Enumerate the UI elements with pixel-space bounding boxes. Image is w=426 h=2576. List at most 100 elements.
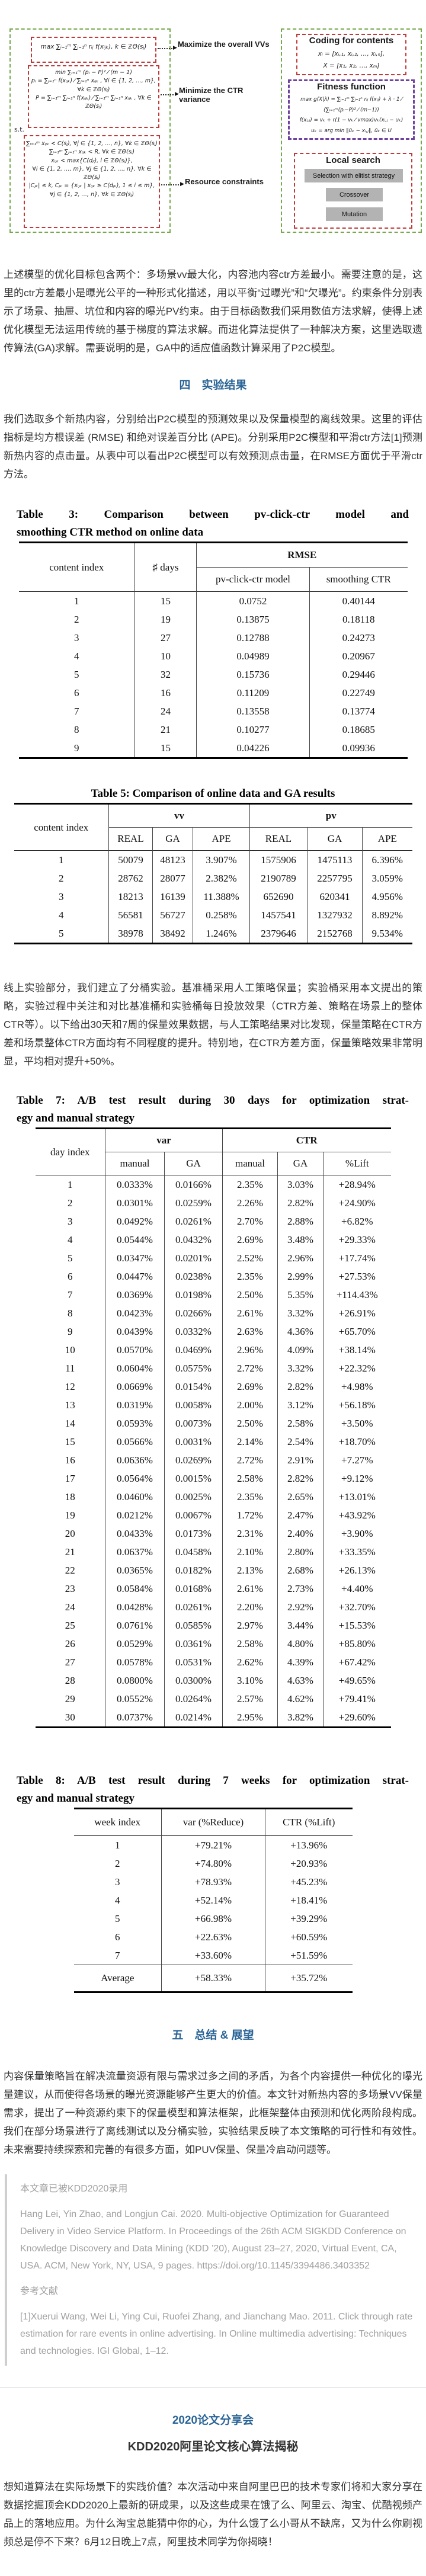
table-cell: +27.53% — [338, 1270, 376, 1282]
column-header: GA — [164, 1152, 223, 1175]
table-cell: 4 — [18, 647, 135, 665]
formula-line: min ∑ᵢ₌₁ᵐ (pᵢ − P)² ⁄ (m − 1) — [55, 69, 132, 76]
table-cell: +4.98% — [341, 1380, 373, 1392]
table-cell: 0.0058% — [164, 1396, 223, 1414]
table-cell: 0.0264% — [164, 1690, 223, 1708]
table-cell: 0.0073% — [164, 1414, 223, 1433]
table-cell: 0.0578% — [105, 1653, 165, 1671]
table-cell: 2.58% — [222, 1469, 278, 1488]
table-3: content index ♯ days RMSE pv-click-ctr m… — [18, 542, 408, 759]
table-row: 9 15 0.04226 0.09936 — [18, 739, 408, 758]
table-cell: 0.0361% — [164, 1635, 223, 1653]
table-cell: 0.09936 — [342, 742, 375, 754]
coding-title: Coding for contents — [309, 36, 394, 46]
table-cell: +7.27% — [341, 1454, 373, 1466]
table-cell: 0.0604% — [105, 1359, 165, 1377]
table-cell: 11 — [35, 1359, 105, 1377]
table-row: 21 0.0637% 0.0458% 2.10% 2.80% +33.35% — [35, 1543, 391, 1561]
table-cell: 0.18685 — [342, 723, 375, 735]
table-cell: 50079 — [108, 850, 153, 869]
table-cell: 2257795 — [307, 869, 363, 887]
table-cell: +28.94% — [323, 1175, 391, 1194]
column-header: day index — [35, 1128, 105, 1175]
table-cell: 3 — [35, 1212, 105, 1231]
caption-line: egy and manual strategy — [17, 1112, 134, 1124]
table-cell: 16 — [35, 1451, 105, 1469]
column-header: GA — [152, 827, 193, 851]
table-cell: 652690 — [249, 887, 308, 906]
table-cell: 3.82% — [277, 1708, 323, 1728]
table-cell: 32 — [134, 665, 197, 684]
table-subheader-row: pv-click-ctr model smoothing CTR — [19, 567, 408, 592]
table-cell: 0.24273 — [342, 632, 375, 643]
table-cell: 0.0031% — [164, 1433, 223, 1451]
table-cell: 2.82% — [277, 1377, 323, 1396]
table-cell: 0.0025% — [164, 1488, 223, 1506]
table-cell: 0.0369% — [105, 1286, 165, 1304]
table-cell: +17.74% — [338, 1252, 376, 1264]
table-cell: 2.13% — [222, 1561, 278, 1579]
table-cell: 0.0300% — [164, 1671, 223, 1690]
table-row: 7 24 0.13558 0.13774 — [18, 702, 408, 720]
column-header: CTR (%Lift) — [283, 1816, 335, 1828]
table-cell: 0.0584% — [105, 1579, 165, 1598]
event-series-title: 2020论文分享会 — [172, 2414, 254, 2427]
table-cell: 8 — [18, 720, 135, 739]
table-cell: 2.47% — [277, 1506, 323, 1524]
table-cell: 27 — [134, 629, 197, 647]
column-header: REAL — [108, 827, 153, 851]
table-row: 10 0.0570% 0.0469% 2.96% 4.09% +38.14% — [35, 1341, 391, 1359]
table-cell: +22.32% — [338, 1362, 376, 1374]
table-cell: +85.80% — [338, 1638, 376, 1649]
table-cell: 0.0469% — [164, 1341, 223, 1359]
table-cell: 24 — [35, 1598, 105, 1616]
table-cell: 25 — [35, 1616, 105, 1635]
table-row: 1 15 0.0752 0.40144 — [18, 591, 408, 610]
table-cell: 0.0585% — [164, 1616, 223, 1635]
table-cell: +18.41% — [290, 1894, 328, 1906]
table-row: 1 50079 48123 3.907% 1575906 1475113 6.396% — [14, 850, 412, 869]
table-row: 4 0.0544% 0.0432% 2.69% 3.48% +29.33% — [35, 1231, 391, 1249]
table-cell: 0.04226 — [196, 739, 310, 758]
table-cell: 2.80% — [277, 1543, 323, 1561]
table-cell: 3.059% — [371, 872, 403, 884]
formula-line: ∀i ∈ {1, 2, …, m}, ∀j ∈ {1, 2, …, n}, ∀k… — [32, 165, 152, 181]
table-cell: 0.10277 — [196, 720, 310, 739]
table-row: 1 0.0333% 0.0166% 2.35% 3.03% +28.94% — [35, 1175, 391, 1194]
table-cell: 2.26% — [222, 1194, 278, 1212]
table-cell: 1.72% — [222, 1506, 278, 1524]
table-cell: 20 — [35, 1524, 105, 1543]
column-header: manual — [105, 1152, 165, 1175]
table-cell: 1 — [73, 1835, 162, 1854]
dotted-connector — [161, 94, 176, 95]
table-cell: 2152768 — [307, 924, 363, 944]
table-cell: 0.0067% — [164, 1506, 223, 1524]
table-cell: 3.44% — [277, 1616, 323, 1635]
table-cell: 2.68% — [277, 1561, 323, 1579]
table-cell: 0.0166% — [164, 1175, 223, 1194]
table-cell: 2.61% — [222, 1579, 278, 1598]
coding-box — [296, 34, 406, 75]
objective-min-box — [28, 65, 159, 128]
table-cell: 2.31% — [222, 1524, 278, 1543]
table-cell: +60.59% — [290, 1931, 328, 1943]
table-cell: 27 — [35, 1653, 105, 1671]
table-cell: 0.15736 — [196, 665, 310, 684]
table-header-row: content index ♯ days RMSE — [18, 542, 408, 592]
table-cell: 7 — [18, 702, 135, 720]
table-cell: 2 — [73, 1854, 162, 1873]
table-header-row: content index vv pv — [14, 803, 412, 851]
column-group-header: CTR — [222, 1128, 391, 1152]
table-cell: 1 — [35, 1175, 105, 1194]
table-cell: 30 — [35, 1708, 105, 1728]
table-row: 7 +33.60% +51.59% — [73, 1946, 353, 1965]
table-cell: +79.21% — [161, 1835, 265, 1854]
section-divider — [0, 2387, 426, 2388]
table-row: 9 0.0439% 0.0332% 2.63% 4.36% +65.70% — [35, 1322, 391, 1341]
references-heading: 参考文献 — [20, 2286, 59, 2296]
table-cell: +33.35% — [338, 1546, 376, 1558]
table-cell: 0.13774 — [342, 705, 375, 717]
table-cell: 5 — [73, 1909, 162, 1928]
table-cell: 6 — [35, 1267, 105, 1286]
table-cell: 0.0333% — [105, 1175, 165, 1194]
